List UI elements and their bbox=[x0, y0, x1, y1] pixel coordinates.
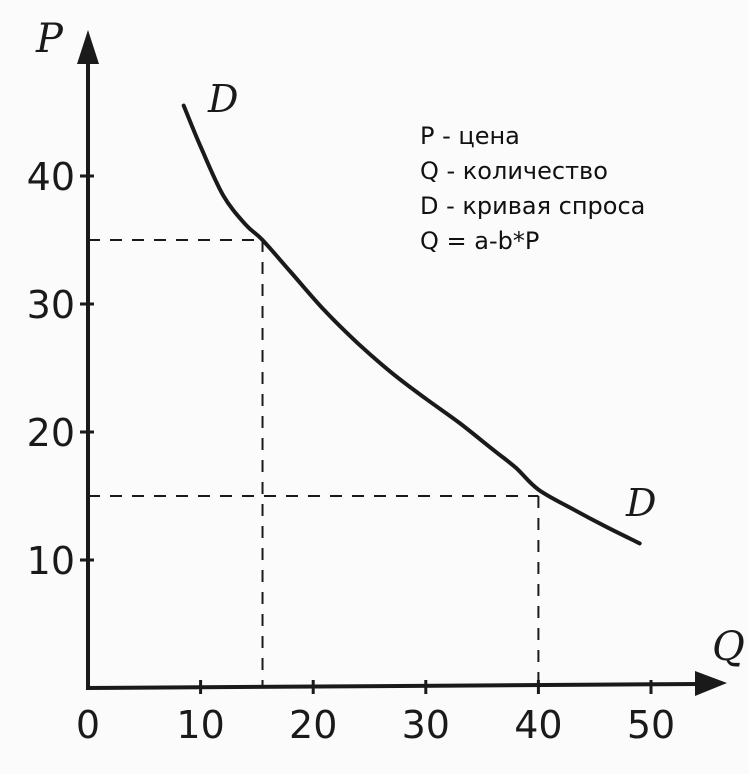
y-tick-label: 40 bbox=[27, 155, 75, 199]
axes: P Q bbox=[35, 16, 745, 696]
x-axis-arrow bbox=[695, 671, 727, 696]
legend-line: Q - количество bbox=[420, 157, 608, 185]
y-axis-title: P bbox=[35, 16, 64, 62]
legend-line: D - кривая спроса bbox=[420, 192, 645, 220]
x-tick-label: 30 bbox=[402, 703, 450, 747]
curve-label-d: D bbox=[625, 481, 656, 525]
legend-line: P - цена bbox=[420, 122, 520, 150]
x-axis-title: Q bbox=[712, 624, 745, 670]
x-axis-line bbox=[85, 682, 701, 690]
legend-line: Q = a-b*P bbox=[420, 227, 539, 255]
x-tick-label: 40 bbox=[514, 703, 562, 747]
y-tick-label: 20 bbox=[27, 411, 75, 455]
curve-label-d: D bbox=[207, 77, 238, 121]
legend-block: P - цена Q - количество D - кривая спроса Q… bbox=[420, 122, 645, 255]
x-tick-label: 10 bbox=[176, 703, 224, 747]
y-tick-label: 10 bbox=[27, 539, 75, 583]
x-tick-label: 0 bbox=[76, 703, 100, 747]
demand-curve-line bbox=[181, 103, 642, 546]
y-tick-label: 30 bbox=[27, 283, 75, 327]
x-tick-label: 50 bbox=[627, 703, 675, 747]
x-tick-label: 20 bbox=[289, 703, 337, 747]
y-axis-arrow bbox=[77, 30, 99, 64]
